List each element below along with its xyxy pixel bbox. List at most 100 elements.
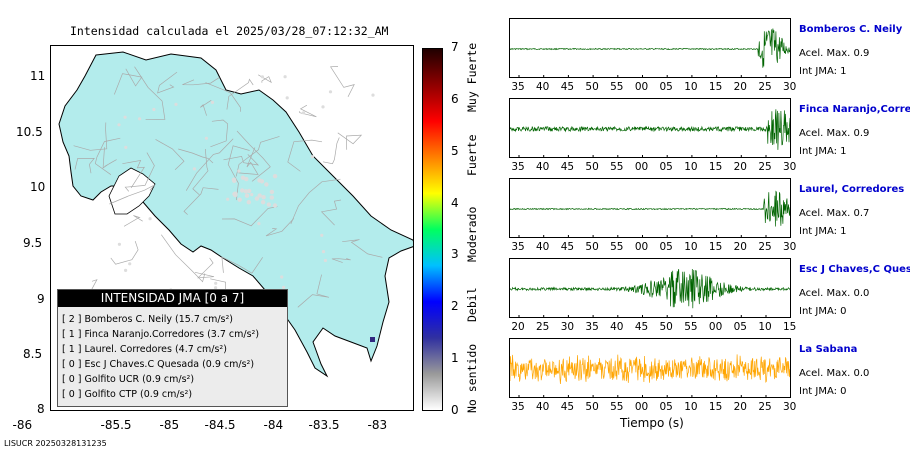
road-line: [238, 147, 259, 175]
map-x-tick: -85.5: [100, 418, 132, 432]
road-line: [342, 239, 383, 258]
road-line: [73, 122, 108, 151]
town-marker: [204, 136, 208, 140]
town-marker: [264, 182, 269, 187]
map-x-tick: -86: [12, 418, 33, 432]
station-name: Finca Naranjo,Corredores: [799, 104, 910, 115]
station-accel: Acel. Max. 0.9: [799, 48, 870, 59]
station-accel: Acel. Max. 0.9: [799, 128, 870, 139]
panel-tick-label: 50: [585, 161, 599, 173]
road-line: [123, 215, 143, 227]
waveform-line: [510, 28, 790, 68]
town-marker: [328, 90, 333, 94]
gulf-of-nicoya: [108, 167, 156, 215]
road-line: [192, 148, 209, 195]
map-y-tick: 10.5: [16, 125, 43, 139]
panel-tick-label: 20: [733, 241, 747, 253]
road-line: [210, 119, 229, 148]
panel-tick-label: 20: [733, 161, 747, 173]
town-marker: [371, 93, 375, 97]
town-marker: [320, 233, 324, 237]
town-marker: [243, 189, 248, 194]
panel-tick-label: 25: [758, 241, 772, 253]
panel-tick-label: 15: [708, 81, 723, 93]
seismogram-trace: [510, 28, 790, 77]
map-y-tick: 10: [30, 180, 46, 194]
map-x-tick: -83: [367, 418, 388, 432]
town-marker: [310, 155, 314, 159]
road-line: [122, 159, 145, 189]
colorbar-tick: 4: [451, 195, 459, 210]
town-marker: [117, 242, 121, 246]
footer-id: LISUCR 20250328131235: [4, 439, 107, 448]
panel-tick-label: 00: [634, 241, 649, 253]
panel-tick-label: 25: [758, 401, 772, 413]
town-marker: [250, 193, 254, 197]
panel-tick-label: 00: [708, 321, 723, 333]
panel-tick-label: 20: [511, 321, 525, 333]
town-marker: [257, 178, 262, 183]
road-line: [194, 257, 215, 279]
panel-tick-label: 10: [684, 161, 698, 173]
panel-tick-label: 35: [511, 81, 525, 93]
town-marker: [321, 105, 325, 109]
road-line: [94, 137, 121, 175]
panel-tick-label: 55: [684, 321, 698, 333]
town-marker: [272, 203, 278, 208]
legend-row: [ 0 ] Golfito UCR (0.9 cm/s²): [62, 374, 195, 385]
map-title: Intensidad calculada el 2025/03/28_07:12…: [70, 24, 389, 38]
panel-tick-label: 40: [536, 241, 550, 253]
colorbar-tick: 6: [451, 91, 459, 106]
road-line: [157, 71, 178, 94]
panel-tick-label: 10: [758, 321, 772, 333]
road-line: [298, 104, 317, 118]
panel-tick-label: 55: [610, 81, 624, 93]
map-y-tick: 8: [37, 402, 45, 416]
town-marker: [247, 188, 252, 194]
seismogram-panel: [509, 258, 791, 318]
road-line: [226, 78, 254, 110]
town-marker: [244, 193, 250, 198]
panel-tick-label: 20: [733, 401, 747, 413]
town-marker: [237, 197, 242, 202]
panel-tick-label: 20: [733, 81, 747, 93]
colorbar-tick: 0: [451, 403, 459, 417]
seismogram-trace: [510, 109, 790, 157]
panel-tick-label: 30: [783, 81, 797, 93]
station-jma: Int JMA: 1: [799, 66, 847, 77]
panel-tick-label: 15: [708, 161, 723, 173]
panel-tick-label: 45: [634, 321, 649, 333]
panel-tick-label: 05: [659, 241, 673, 253]
waveform-line: [510, 190, 790, 227]
station-accel: Acel. Max. 0.7: [799, 208, 870, 219]
town-marker: [282, 285, 286, 289]
road-line: [205, 82, 241, 112]
road-line: [320, 199, 342, 226]
town-marker: [240, 175, 246, 180]
legend-row: [ 1 ] Laurel. Corredores (4.7 cm/s²): [62, 344, 227, 355]
town-marker: [124, 145, 128, 149]
road-line: [185, 138, 234, 191]
station-name: La Sabana: [799, 344, 858, 355]
road-line: [200, 100, 212, 116]
waveform-line: [510, 268, 790, 309]
seismogram-panel: [509, 178, 791, 238]
road-line: [178, 148, 214, 164]
panel-tick-label: 35: [585, 321, 599, 333]
panel-tick-label: 25: [536, 321, 550, 333]
road-line: [124, 152, 155, 192]
town-marker: [280, 275, 284, 279]
road-line: [337, 132, 363, 150]
road-line: [322, 137, 340, 165]
seismogram-trace: [510, 268, 790, 317]
road-line: [221, 256, 263, 274]
panel-tick-label: 25: [758, 161, 772, 173]
road-line: [297, 274, 330, 308]
station-accel: Acel. Max. 0.0: [799, 288, 870, 299]
town-marker: [152, 107, 156, 112]
panel-tick-label: 05: [733, 321, 747, 333]
seismogram-trace: [510, 190, 790, 237]
town-marker: [285, 96, 289, 100]
panel-tick-label: 00: [634, 161, 649, 173]
panel-tick-label: 00: [634, 81, 649, 93]
